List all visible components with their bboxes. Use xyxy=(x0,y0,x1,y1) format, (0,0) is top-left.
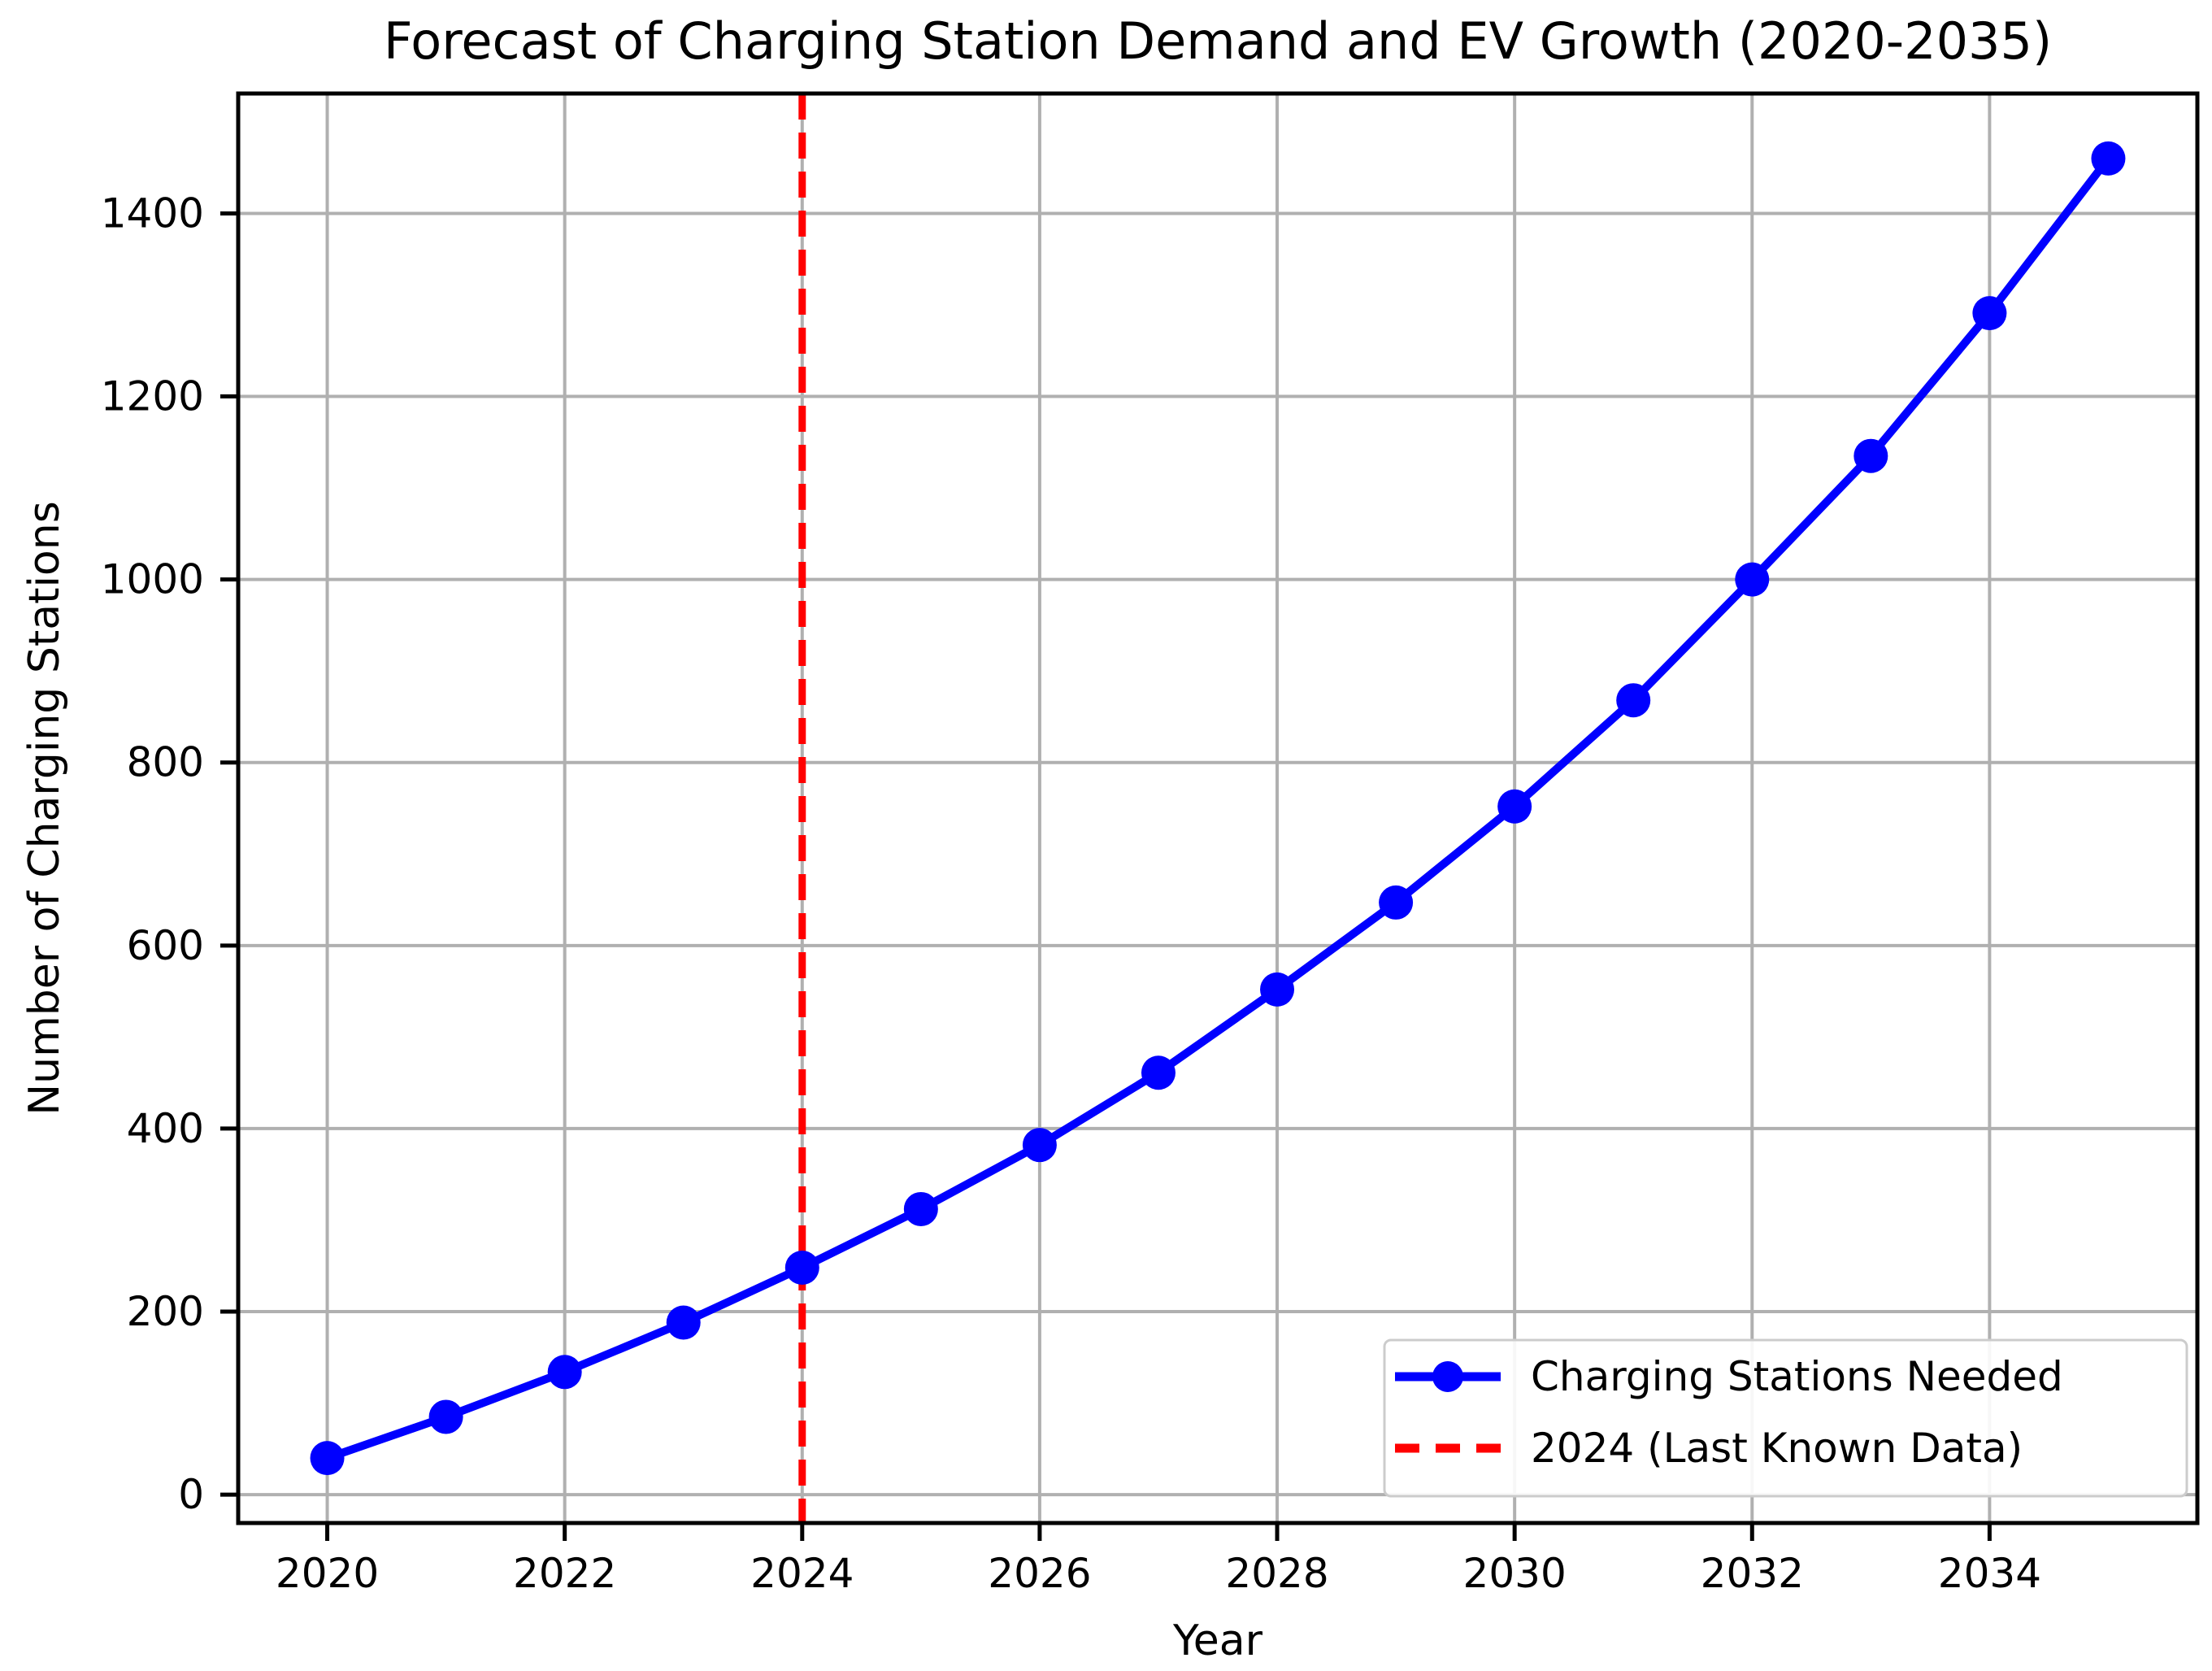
x-axis-label: Year xyxy=(1172,1617,1263,1665)
chart-title: Forecast of Charging Station Demand and … xyxy=(383,11,2053,71)
legend-box xyxy=(1383,1338,2188,1498)
x-tick-label: 2020 xyxy=(276,1550,379,1597)
series-line xyxy=(323,154,2113,1463)
y-tick-label: 400 xyxy=(127,1105,204,1152)
y-tick-label: 200 xyxy=(127,1288,204,1335)
data-point xyxy=(1972,296,2007,331)
legend-marker-sample xyxy=(1432,1361,1463,1392)
x-tick-label: 2028 xyxy=(1225,1550,1328,1597)
data-point xyxy=(1497,789,1532,824)
y-tick-label: 1000 xyxy=(101,556,204,603)
data-point xyxy=(310,1441,345,1476)
legend: Charging Stations Needed 2024 (Last Known… xyxy=(1383,1338,2188,1498)
data-point xyxy=(1853,438,1888,473)
plot-border xyxy=(236,91,2200,1525)
y-tick-label: 1200 xyxy=(101,373,204,420)
data-point xyxy=(784,1250,819,1285)
y-tick-label: 800 xyxy=(127,739,204,786)
data-point xyxy=(903,1191,938,1226)
data-point xyxy=(2091,141,2126,176)
x-tick-label: 2030 xyxy=(1463,1550,1567,1597)
data-point xyxy=(1260,972,1295,1007)
legend-label-charging-stations: Charging Stations Needed xyxy=(1531,1353,2063,1400)
x-tick-label: 2022 xyxy=(513,1550,616,1597)
x-tick-label: 2026 xyxy=(988,1550,1091,1597)
x-tick-label: 2032 xyxy=(1701,1550,1804,1597)
data-point xyxy=(1735,562,1770,597)
data-point xyxy=(1141,1055,1176,1090)
data-point xyxy=(1616,683,1651,718)
x-tick-label: 2034 xyxy=(1938,1550,2041,1597)
data-point xyxy=(428,1399,463,1434)
y-tick-label: 600 xyxy=(127,922,204,969)
x-tick-label: 2024 xyxy=(750,1550,854,1597)
legend-label-2024: 2024 (Last Known Data) xyxy=(1531,1425,2023,1472)
y-tick-label: 1400 xyxy=(101,189,204,237)
y-tick-label: 0 xyxy=(178,1471,204,1518)
data-point xyxy=(666,1305,701,1340)
data-point xyxy=(1022,1128,1057,1163)
data-point xyxy=(547,1355,582,1390)
data-point xyxy=(1379,885,1414,920)
